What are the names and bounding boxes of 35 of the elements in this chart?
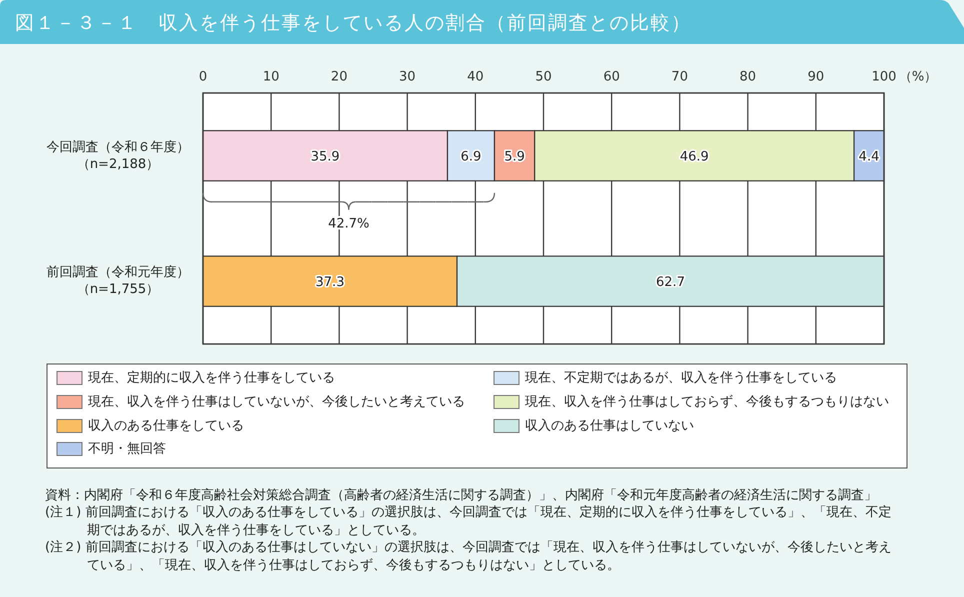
x-tick-label: 50 bbox=[535, 70, 552, 84]
x-tick-label: 80 bbox=[740, 70, 756, 84]
data-label: 35.9 bbox=[310, 149, 340, 164]
data-label: 6.9 bbox=[460, 149, 482, 164]
text: 資料：内閣府「令和６年度高齢社会対策総合調査（高齢者の経済生活に関する調査）」、内閣府「令和元年度高齢者の経済生活に関する調査」 bbox=[45, 487, 878, 504]
x-tick-label: 0 bbox=[198, 70, 208, 84]
data-label: 4.4 bbox=[858, 149, 880, 164]
x-tick-label: 60 bbox=[603, 70, 620, 84]
x-axis-title: （%） bbox=[898, 70, 938, 84]
legend-item: 現在、収入を伴う仕事はしておらず、今後もするつもりはない bbox=[494, 394, 889, 410]
category-label: 今回調査（令和６年度）（n=2,188） bbox=[46, 138, 190, 174]
legend-item: 現在、定期的に収入を伴う仕事をしている bbox=[56, 370, 335, 386]
data-label: 5.9 bbox=[504, 149, 525, 164]
data-label: 37.3 bbox=[316, 274, 344, 290]
x-tick-label: 100 bbox=[872, 70, 896, 84]
chart-title: 図１－３－１ 収入を伴う仕事をしている人の割合（前回調査との比較） bbox=[15, 12, 692, 34]
x-tick-label: 90 bbox=[808, 70, 824, 84]
text: (注２) 前回調査における「収入のある仕事はしていない」の選択肢は、今回調査では「現在、収入を伴う仕事はしていないが、今後したいと考えている」、「現在、収入を伴う仕事はしておらず、今後もするつもりはない」としている。 bbox=[45, 539, 892, 574]
x-tick-label: 40 bbox=[467, 70, 484, 84]
legend-item: 不明・無回答 bbox=[56, 442, 166, 456]
text: (注１) 前回調査における「収入のある仕事をしている」の選択肢は、今回調査では「現在、定期的に収入を伴う仕事をしている」、「現在、不定期ではあるが、収入を伴う仕事をしている」としている。 bbox=[45, 504, 892, 540]
x-tick-label: 10 bbox=[262, 70, 280, 84]
legend-item: 収入のある仕事はしていない bbox=[494, 418, 694, 434]
legend-label: 不明・無回答 bbox=[88, 442, 166, 456]
legend-label: 収入のある仕事はしていない bbox=[525, 418, 694, 434]
x-tick-label: 20 bbox=[330, 70, 348, 84]
x-tick-label: 70 bbox=[671, 70, 688, 84]
x-tick-label: 30 bbox=[399, 70, 416, 84]
data-label: 46.9 bbox=[680, 149, 709, 164]
legend-label: 収入のある仕事をしている bbox=[88, 418, 244, 434]
legend-item: 現在、不定期ではあるが、収入を伴う仕事をしている bbox=[494, 370, 837, 386]
data-label: 62.7 bbox=[656, 274, 685, 290]
legend-item: 現在、収入を伴う仕事はしていないが、今後したいと考えている bbox=[56, 394, 465, 410]
legend-item: 収入のある仕事をしている bbox=[56, 418, 244, 434]
category-label: 前回調査（令和元年度）（n=1,755） bbox=[46, 264, 190, 300]
